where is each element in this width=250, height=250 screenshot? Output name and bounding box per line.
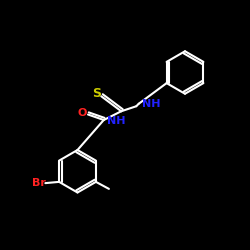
- Text: NH: NH: [107, 116, 126, 126]
- Text: NH: NH: [142, 99, 160, 109]
- Text: Br: Br: [32, 178, 46, 188]
- Text: S: S: [92, 87, 101, 100]
- Text: O: O: [78, 108, 87, 118]
